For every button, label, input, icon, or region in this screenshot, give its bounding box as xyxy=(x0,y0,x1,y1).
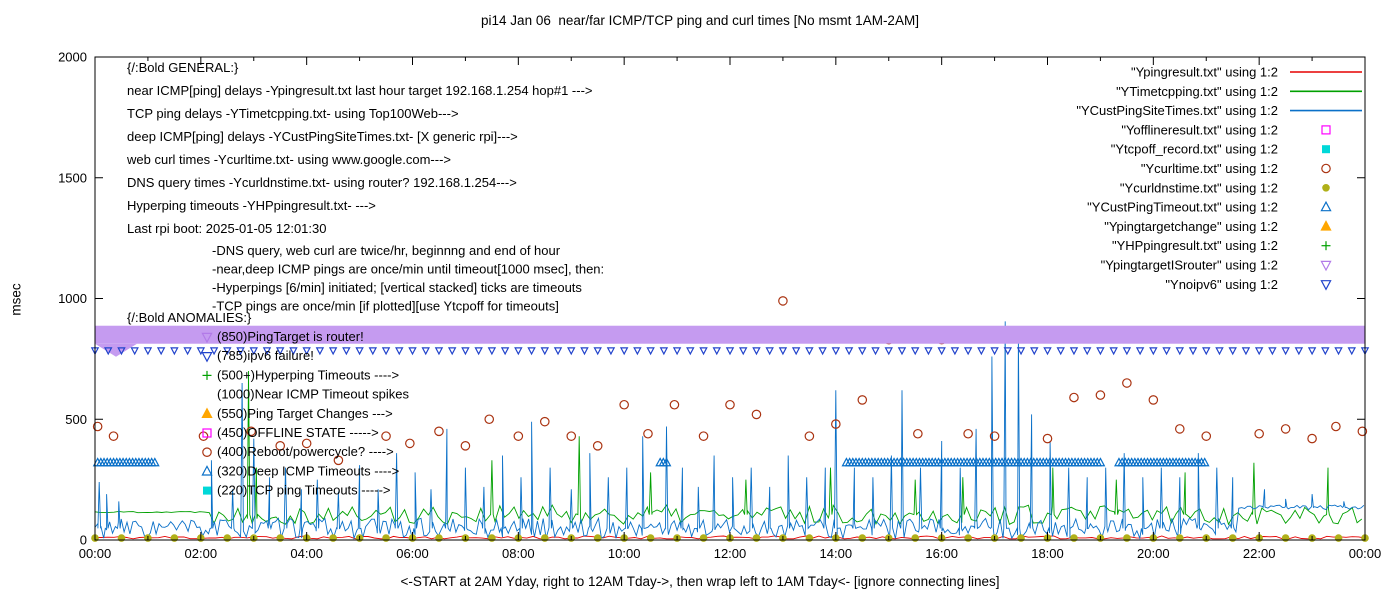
general-note: deep ICMP[ping] delays -YCustPingSiteTim… xyxy=(127,129,518,144)
general-note: web curl times -Ycurltime.txt- using www… xyxy=(126,152,451,167)
anomaly-note: (550)Ping Target Changes ---> xyxy=(217,406,393,421)
x-tick-label: 08:00 xyxy=(502,546,535,561)
anomaly-note: (320)Deep ICMP Timeouts ----> xyxy=(217,463,399,478)
legend-label: "YTimetcpping.txt" using 1:2 xyxy=(1116,84,1278,99)
anomaly-note: (400)Reboot/powercycle? ----> xyxy=(217,444,394,459)
x-tick-label: 12:00 xyxy=(714,546,747,561)
anomaly-note: (500+)Hyperping Timeouts ----> xyxy=(217,367,399,382)
x-axis-label: <-START at 2AM Yday, right to 12AM Tday-… xyxy=(400,574,1000,589)
legend-label: "YCustPingTimeout.txt" using 1:2 xyxy=(1087,200,1278,215)
series-YCustPingSiteTimes xyxy=(94,321,1365,540)
x-tick-label: 14:00 xyxy=(820,546,853,561)
general-note: Hyperping timeouts -YHPpingresult.txt- -… xyxy=(127,198,376,213)
x-tick-label: 22:00 xyxy=(1243,546,1276,561)
x-tick-label: 16:00 xyxy=(925,546,958,561)
legend: "Ypingresult.txt" using 1:2 "YTimetcpping… xyxy=(1076,65,1362,292)
general-note: DNS query times -Ycurldnstime.txt- using… xyxy=(127,175,517,190)
x-tick-label: 04:00 xyxy=(290,546,323,561)
general-note: -near,deep ICMP pings are once/min until… xyxy=(212,262,604,277)
legend-label: "Ypingresult.txt" using 1:2 xyxy=(1131,65,1278,80)
anomalies-header: {/:Bold ANOMALIES:} xyxy=(127,310,252,325)
x-tick-label: 18:00 xyxy=(1031,546,1064,561)
x-tick-label: 02:00 xyxy=(185,546,218,561)
general-note: Last rpi boot: 2025-01-05 12:01:30 xyxy=(127,221,326,236)
legend-label: "YpingtargetISrouter" using 1:2 xyxy=(1101,258,1278,273)
legend-label: "Ynoipv6" using 1:2 xyxy=(1165,277,1278,292)
chart-title: pi14 Jan 06 near/far ICMP/TCP ping and c… xyxy=(481,13,919,28)
anomaly-note: (1000)Near ICMP Timeout spikes xyxy=(217,387,409,402)
x-tick-label: 10:00 xyxy=(608,546,641,561)
anomaly-note: (785)ipv6 failure! xyxy=(217,348,314,363)
axes: 0 500 1000 1500 2000 00:00 02:00 04:00 06:00 08:0… xyxy=(58,50,1381,562)
general-note: -Hyperpings [6/min] initiated; [vertical… xyxy=(212,280,582,295)
y-tick-label: 0 xyxy=(80,533,87,548)
annotations: {/:Bold GENERAL:} near ICMP[ping] delays … xyxy=(126,60,604,498)
legend-label: "YHPpingresult.txt" using 1:2 xyxy=(1112,238,1278,253)
anomaly-note: (450)OFFLINE STATE -----> xyxy=(217,425,379,440)
legend-label: "Yofflineresult.txt" using 1:2 xyxy=(1121,122,1278,137)
general-note: near ICMP[ping] delays -Ypingresult.txt … xyxy=(127,83,593,98)
x-tick-label: 00:00 xyxy=(1349,546,1382,561)
anomaly-note: (850)PingTarget is router! xyxy=(217,329,364,344)
general-note: TCP ping delays -YTimetcpping.txt- using… xyxy=(127,106,459,121)
y-tick-label: 1000 xyxy=(58,291,87,306)
legend-label: "Ypingtargetchange" using 1:2 xyxy=(1104,219,1278,234)
general-note: -DNS query, web curl are twice/hr, begin… xyxy=(212,243,561,258)
x-tick-label: 06:00 xyxy=(396,546,429,561)
x-tick-label: 20:00 xyxy=(1137,546,1170,561)
series-Ynoipv6 xyxy=(90,347,1370,356)
legend-label: "YCustPingSiteTimes.txt" using 1:2 xyxy=(1076,103,1278,118)
legend-label: "Ycurltime.txt" using 1:2 xyxy=(1141,161,1278,176)
general-note: {/:Bold GENERAL:} xyxy=(127,60,239,75)
x-tick-label: 00:00 xyxy=(79,546,112,561)
y-tick-label: 1500 xyxy=(58,170,87,185)
series-YpingtargetISrouter xyxy=(95,325,1365,357)
legend-label: "Ycurldnstime.txt" using 1:2 xyxy=(1120,180,1278,195)
legend-label: "Ytcpoff_record.txt" using 1:2 xyxy=(1111,142,1278,157)
y-tick-label: 500 xyxy=(65,412,87,427)
anomaly-note: (220)TCP ping Timeouts -----> xyxy=(217,483,391,498)
y-tick-label: 2000 xyxy=(58,50,87,65)
series-YCustPingTimeout xyxy=(92,457,1210,467)
general-note: -TCP pings are once/min [if plotted][use… xyxy=(212,299,559,314)
